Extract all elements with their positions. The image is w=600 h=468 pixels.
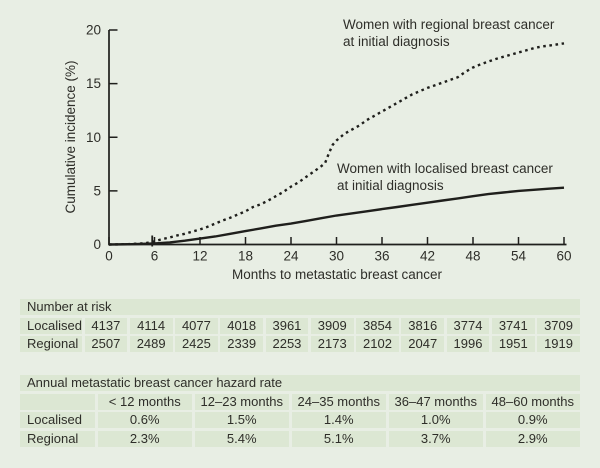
x-tick-label: 24 xyxy=(283,249,299,264)
table-cell: 3854 xyxy=(356,317,399,334)
column-header: 24–35 months xyxy=(291,393,386,410)
hazard-rate-table: Annual metastatic breast cancer hazard r… xyxy=(20,375,580,447)
row-label-empty xyxy=(20,393,95,410)
x-axis-title: Months to metastatic breast cancer xyxy=(231,267,443,282)
table-cell: 3909 xyxy=(310,317,354,334)
y-tick-label: 0 xyxy=(93,237,101,252)
table-cell: 5.1% xyxy=(291,430,386,447)
x-tick-label: 60 xyxy=(556,249,571,264)
table-cell: 0.9% xyxy=(485,412,580,428)
table-cell: 1996 xyxy=(446,336,490,352)
annotation-regional-line2: at initial diagnosis xyxy=(343,34,450,49)
table-row: Localised 4137 4114 4077 4018 3961 3909 3854 381… xyxy=(20,317,580,334)
table-cell: 4018 xyxy=(220,317,264,334)
hazard-table-rows: Localised 0.6% 1.5% 1.4% 1.0% 0.9% Regional 2.3… xyxy=(20,412,580,447)
x-tick-label: 48 xyxy=(465,249,480,264)
annotation-regional-line1: Women with regional breast cancer xyxy=(343,17,555,32)
x-tick-label: 36 xyxy=(374,249,389,264)
table-cell: 2507 xyxy=(84,336,128,352)
table-cell: 5.4% xyxy=(194,430,289,447)
table-cell: 4077 xyxy=(175,317,218,334)
annotation-regional-curve: Women with regional breast cancer at ini… xyxy=(343,16,554,50)
y-tick-label: 15 xyxy=(86,76,101,91)
table-row: Localised 0.6% 1.5% 1.4% 1.0% 0.9% xyxy=(20,412,580,428)
row-label: Localised xyxy=(20,317,82,334)
column-header: 36–47 months xyxy=(388,393,483,410)
table-cell: 3741 xyxy=(491,317,535,334)
column-header: 12–23 months xyxy=(194,393,289,410)
table-cell: 2425 xyxy=(175,336,218,352)
table-cell: 2047 xyxy=(401,336,445,352)
y-tick-label: 10 xyxy=(86,130,101,145)
table-row: < 12 months 12–23 months 24–35 months 36–47… xyxy=(20,393,580,410)
risk-table-title: Number at risk xyxy=(20,299,580,315)
annotation-localised-curve: Women with localised breast cancer at in… xyxy=(337,160,553,194)
table-cell: 3961 xyxy=(265,317,309,334)
incidence-chart: 0 5 10 15 20 0 6 12 18 24 30 36 42 48 54 60 xyxy=(86,23,572,264)
column-header: < 12 months xyxy=(97,393,192,410)
hazard-table-header: < 12 months 12–23 months 24–35 months 36–47… xyxy=(20,393,580,410)
table-cell: 1951 xyxy=(491,336,535,352)
number-at-risk-table: Number at risk Localised 4137 4114 4077 4018… xyxy=(20,299,580,352)
row-label: Regional xyxy=(20,336,82,352)
y-tick-label: 5 xyxy=(93,183,101,198)
x-tick-label: 54 xyxy=(511,249,527,264)
y-tick-label: 20 xyxy=(86,23,101,38)
table-cell: 2173 xyxy=(310,336,354,352)
table-cell: 3774 xyxy=(446,317,490,334)
annotation-localised-line1: Women with localised breast cancer xyxy=(337,161,553,176)
table-cell: 3709 xyxy=(537,317,580,334)
table-cell: 4137 xyxy=(84,317,128,334)
hazard-table-title: Annual metastatic breast cancer hazard r… xyxy=(20,375,580,391)
row-label: Regional xyxy=(20,430,95,447)
table-cell: 2339 xyxy=(220,336,264,352)
table-cell: 2102 xyxy=(356,336,399,352)
column-header: 48–60 months xyxy=(485,393,580,410)
table-cell: 4114 xyxy=(129,317,173,334)
row-label: Localised xyxy=(20,412,95,428)
table-row: Regional 2.3% 5.4% 5.1% 3.7% 2.9% xyxy=(20,430,580,447)
x-tick-label: 6 xyxy=(151,249,159,264)
y-axis-title: Cumulative incidence (%) xyxy=(63,60,78,214)
table-cell: 2253 xyxy=(265,336,309,352)
table-cell: 1919 xyxy=(537,336,580,352)
x-tick-label: 18 xyxy=(238,249,253,264)
x-tick-label: 12 xyxy=(192,249,207,264)
table-cell: 0.6% xyxy=(97,412,192,428)
axes xyxy=(108,30,567,246)
table-cell: 1.4% xyxy=(291,412,386,428)
x-tick-label: 0 xyxy=(105,249,113,264)
table-row: Regional 2507 2489 2425 2339 2253 2173 2102 2047… xyxy=(20,336,580,352)
localised-curve xyxy=(108,186,565,246)
table-cell: 2.9% xyxy=(485,430,580,447)
risk-table-rows: Localised 4137 4114 4077 4018 3961 3909 3854 381… xyxy=(20,317,580,352)
table-cell: 2489 xyxy=(129,336,173,352)
table-cell: 1.5% xyxy=(194,412,289,428)
regional-curve xyxy=(108,42,565,246)
table-cell: 1.0% xyxy=(388,412,483,428)
table-cell: 3816 xyxy=(401,317,445,334)
table-cell: 2.3% xyxy=(97,430,192,447)
x-tick-label: 42 xyxy=(420,249,435,264)
table-cell: 3.7% xyxy=(388,430,483,447)
x-tick-label: 30 xyxy=(329,249,344,264)
annotation-localised-line2: at initial diagnosis xyxy=(337,178,444,193)
